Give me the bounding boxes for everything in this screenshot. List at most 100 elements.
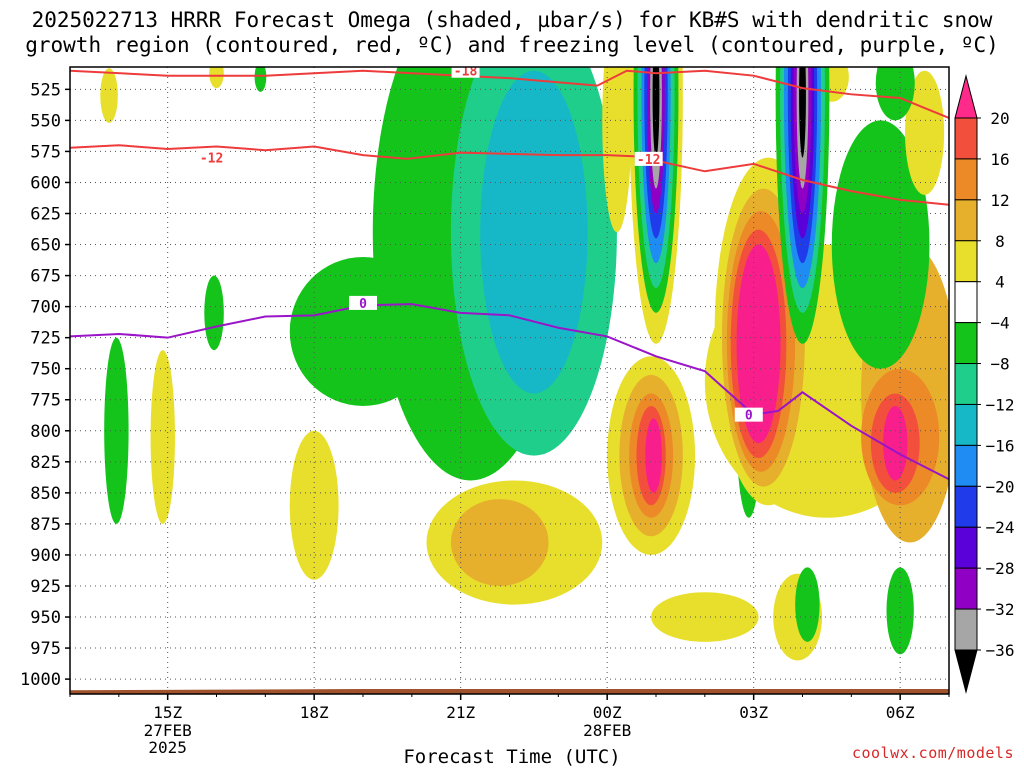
omega-descent (645, 418, 662, 493)
colorbar: 20 16 12 8 4 −4 −8 −12 −16 −20 −24 −28 −32 −36 (954, 74, 1015, 694)
colorbar-label: 8 (995, 232, 1005, 251)
y-tick-label: 700 (30, 298, 61, 318)
omega-patch (651, 592, 759, 642)
x-tick-label: 00Z (593, 703, 622, 722)
omega-shading (100, 67, 949, 661)
omega-patch (602, 67, 632, 233)
y-tick-label: 850 (30, 484, 61, 504)
credit-link[interactable]: coolwx.com/models (851, 744, 1014, 762)
y-tick-label: 625 (30, 205, 61, 225)
colorbar-label: −12 (986, 395, 1015, 414)
colorbar-swatch (954, 117, 978, 160)
colorbar-label: −32 (986, 600, 1015, 619)
freezing-level-line (70, 303, 949, 481)
y-tick-label: 575 (30, 142, 61, 162)
colorbar-label: −20 (986, 477, 1015, 496)
y-tick-label: 725 (30, 329, 61, 349)
y-tick-label: 950 (30, 608, 61, 628)
freezing-level-label: 0 (359, 297, 367, 312)
dgz-contour-line (70, 144, 949, 206)
title-line-2: growth region (contoured, red, ºC) and f… (25, 33, 999, 57)
x-tick-label: 15Z (153, 703, 182, 722)
omega-patch (209, 67, 224, 89)
dgz-label: -12 (200, 152, 223, 167)
colorbar-swatch (954, 240, 978, 283)
x-tick-year: 2025 (148, 738, 187, 757)
y-tick-label: 825 (30, 453, 61, 473)
contour-label-bg (634, 151, 663, 166)
ground-terrain (70, 689, 949, 694)
contour-label-bg (349, 295, 377, 310)
y-tick-label: 750 (30, 360, 61, 380)
y-tick-label: 650 (30, 236, 61, 256)
chart-title: 2025022713 HRRR Forecast Omega (shaded, … (0, 8, 1024, 58)
colorbar-label: −36 (986, 641, 1015, 660)
colorbar-label: 12 (990, 191, 1009, 210)
colorbar-swatch (954, 444, 978, 487)
title-line-1: 2025022713 HRRR Forecast Omega (shaded, … (31, 8, 993, 32)
dgz-label: -18 (454, 65, 478, 80)
colorbar-label: −24 (986, 518, 1015, 537)
x-tick-label: 21Z (446, 703, 475, 722)
omega-patch (795, 567, 820, 642)
colorbar-top-arrow (954, 74, 978, 119)
x-tick-date: 27FEB (144, 721, 192, 740)
omega-patch (104, 337, 129, 524)
omega-patch (100, 68, 118, 123)
omega-patch (254, 67, 267, 92)
colorbar-swatch (954, 485, 978, 528)
y-tick-label: 975 (30, 639, 61, 659)
freezing-level-label: 0 (745, 409, 753, 424)
y-tick-label: 600 (30, 173, 61, 193)
y-tick-label: 525 (30, 80, 61, 100)
ground-surface (70, 689, 949, 694)
omega-patch (289, 430, 339, 580)
y-tick-label: 800 (30, 422, 61, 442)
omega-patch (875, 67, 915, 121)
x-tick-label: 18Z (300, 703, 329, 722)
x-tick-date: 28FEB (583, 721, 631, 740)
y-tick-label: 1000 (20, 670, 61, 690)
colorbar-label: −16 (986, 436, 1015, 455)
omega-patch (905, 70, 945, 195)
omega-descent (450, 499, 549, 586)
colorbar-label: −28 (986, 559, 1015, 578)
omega-descent (883, 405, 908, 481)
omega-patch (886, 567, 914, 655)
colorbar-swatch (954, 199, 978, 242)
omega-descent (736, 244, 781, 444)
contour-label-bg (734, 407, 763, 422)
colorbar-swatch (954, 158, 978, 201)
colorbar-label: 4 (995, 273, 1005, 292)
x-tick-label: 06Z (886, 703, 915, 722)
colorbar-bottom-arrow (954, 649, 978, 694)
contours: -18 -12 -12 0 0 (70, 65, 949, 481)
dgz-label: -12 (637, 153, 660, 168)
colorbar-label: −4 (990, 314, 1009, 333)
colorbar-label: 16 (990, 150, 1009, 169)
y-tick-label: 900 (30, 546, 61, 566)
colorbar-swatch (954, 363, 978, 405)
y-tick-label: 675 (30, 267, 61, 287)
colorbar-swatch (954, 567, 978, 610)
colorbar-label: −8 (990, 355, 1009, 374)
colorbar-swatch (954, 281, 978, 324)
y-tick-label: 875 (30, 515, 61, 535)
contour-label-bg (197, 150, 226, 165)
y-axis: 525 550 575 600 625 650 675 700 725 750 775 800 825 8… (20, 80, 70, 690)
colorbar-swatch (954, 403, 978, 446)
omega-patch (150, 350, 175, 524)
x-tick-label: 03Z (739, 703, 768, 722)
y-tick-label: 550 (30, 111, 61, 131)
dgz-contour-line (70, 69, 949, 119)
colorbar-swatch (954, 608, 978, 651)
colorbar-label: 20 (990, 109, 1009, 128)
colorbar-swatch (954, 322, 978, 365)
omega-ascent-column (652, 67, 660, 158)
x-axis-label: Forecast Time (UTC) (403, 746, 621, 768)
y-tick-label: 775 (30, 391, 61, 411)
omega-ascent (480, 70, 588, 394)
omega-patch (204, 275, 224, 351)
